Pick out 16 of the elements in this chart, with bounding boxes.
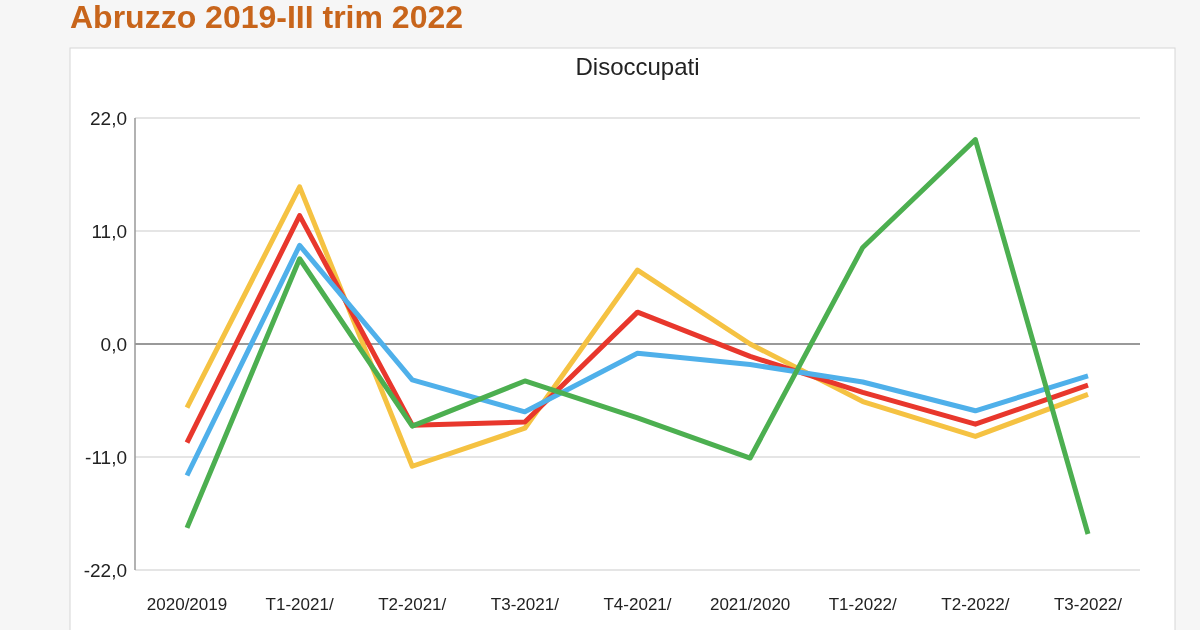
- x-tick-label: T2-2022/: [941, 595, 1010, 614]
- y-tick-label: -11,0: [85, 446, 127, 468]
- y-tick-label: 0,0: [100, 333, 127, 355]
- y-tick-label: 22,0: [90, 107, 127, 129]
- x-tick-label: T3-2022/: [1053, 595, 1123, 614]
- x-tick-label: T1-2022/: [828, 595, 898, 614]
- x-tick-label: T3-2021/: [490, 595, 560, 614]
- x-tick-label: 2020/2019: [146, 595, 228, 614]
- x-tick-label: T1-2021/: [265, 595, 334, 614]
- chart-subtitle: Disoccupati: [575, 53, 700, 80]
- x-tick-label: 2021/2020: [709, 595, 791, 614]
- y-tick-label: -22,0: [83, 559, 127, 581]
- chart-title: Abruzzo 2019-III trim 2022: [70, 0, 464, 35]
- x-tick-label: T4-2021/: [603, 595, 672, 614]
- x-tick-label: T2-2021/: [378, 595, 447, 614]
- y-tick-label: 11,0: [91, 220, 127, 242]
